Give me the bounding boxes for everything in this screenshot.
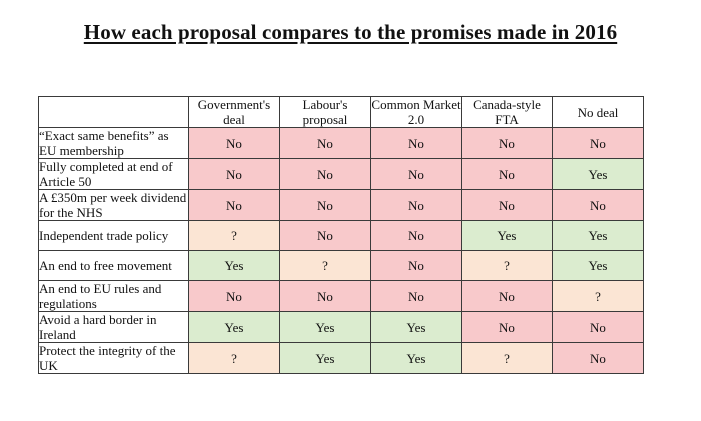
table-corner-cell [38,96,189,128]
table-cell: No [370,127,462,159]
table-cell: No [552,342,644,374]
table-cell: No [552,311,644,343]
table-row: Independent trade policy ? No No Yes Yes [38,220,644,251]
column-header-canada-style-fta: Canada-style FTA [461,96,553,128]
table-cell: No [279,127,371,159]
table-cell: Yes [188,250,280,281]
row-label: Avoid a hard border in Ireland [38,311,189,343]
table-cell: Yes [552,250,644,281]
table-cell: No [188,189,280,221]
table-row: An end to free movement Yes ? No ? Yes [38,250,644,281]
table-cell: ? [552,280,644,312]
row-label: An end to free movement [38,250,189,281]
table-row: A £350m per week dividend for the NHS No… [38,189,644,221]
table-cell: No [552,127,644,159]
column-header-labours-proposal: Labour's proposal [279,96,371,128]
table-cell: No [370,280,462,312]
comparison-table: Government's deal Labour's proposal Comm… [38,96,644,374]
table-cell: No [188,127,280,159]
table-cell: No [370,158,462,190]
row-label: An end to EU rules and regulations [38,280,189,312]
table-cell: No [370,220,462,251]
table-cell: ? [279,250,371,281]
table-cell: Yes [552,158,644,190]
table-cell: No [188,280,280,312]
table-cell: No [279,189,371,221]
table-cell: Yes [279,311,371,343]
row-label: Fully completed at end of Article 50 [38,158,189,190]
row-label: A £350m per week dividend for the NHS [38,189,189,221]
column-header-governments-deal: Government's deal [188,96,280,128]
table-cell: Yes [370,311,462,343]
table-cell: No [461,280,553,312]
table-row: Protect the integrity of the UK ? Yes Ye… [38,342,644,374]
table-cell: No [279,220,371,251]
table-cell: No [370,189,462,221]
table-cell: No [279,158,371,190]
table-row: “Exact same benefits” as EU membership N… [38,127,644,159]
table-cell: ? [188,220,280,251]
table-cell: No [552,189,644,221]
page-title: How each proposal compares to the promis… [83,20,618,44]
row-label: “Exact same benefits” as EU membership [38,127,189,159]
table-cell: Yes [188,311,280,343]
row-label: Independent trade policy [38,220,189,251]
table-cell: Yes [461,220,553,251]
table-cell: Yes [370,342,462,374]
table-cell: No [461,158,553,190]
table-cell: No [279,280,371,312]
column-header-no-deal: No deal [552,96,644,128]
table-cell: No [461,189,553,221]
table-cell: ? [461,342,553,374]
table-cell: ? [461,250,553,281]
table-cell: No [461,311,553,343]
table-cell: ? [188,342,280,374]
table-cell: Yes [552,220,644,251]
table-cell: No [461,127,553,159]
row-label: Protect the integrity of the UK [38,342,189,374]
table-cell: Yes [279,342,371,374]
table-row: Avoid a hard border in Ireland Yes Yes Y… [38,311,644,343]
table-row: An end to EU rules and regulations No No… [38,280,644,312]
table-cell: No [370,250,462,281]
table-header-row: Government's deal Labour's proposal Comm… [38,96,644,128]
table-row: Fully completed at end of Article 50 No … [38,158,644,190]
table-cell: No [188,158,280,190]
column-header-common-market: Common Market 2.0 [370,96,462,128]
